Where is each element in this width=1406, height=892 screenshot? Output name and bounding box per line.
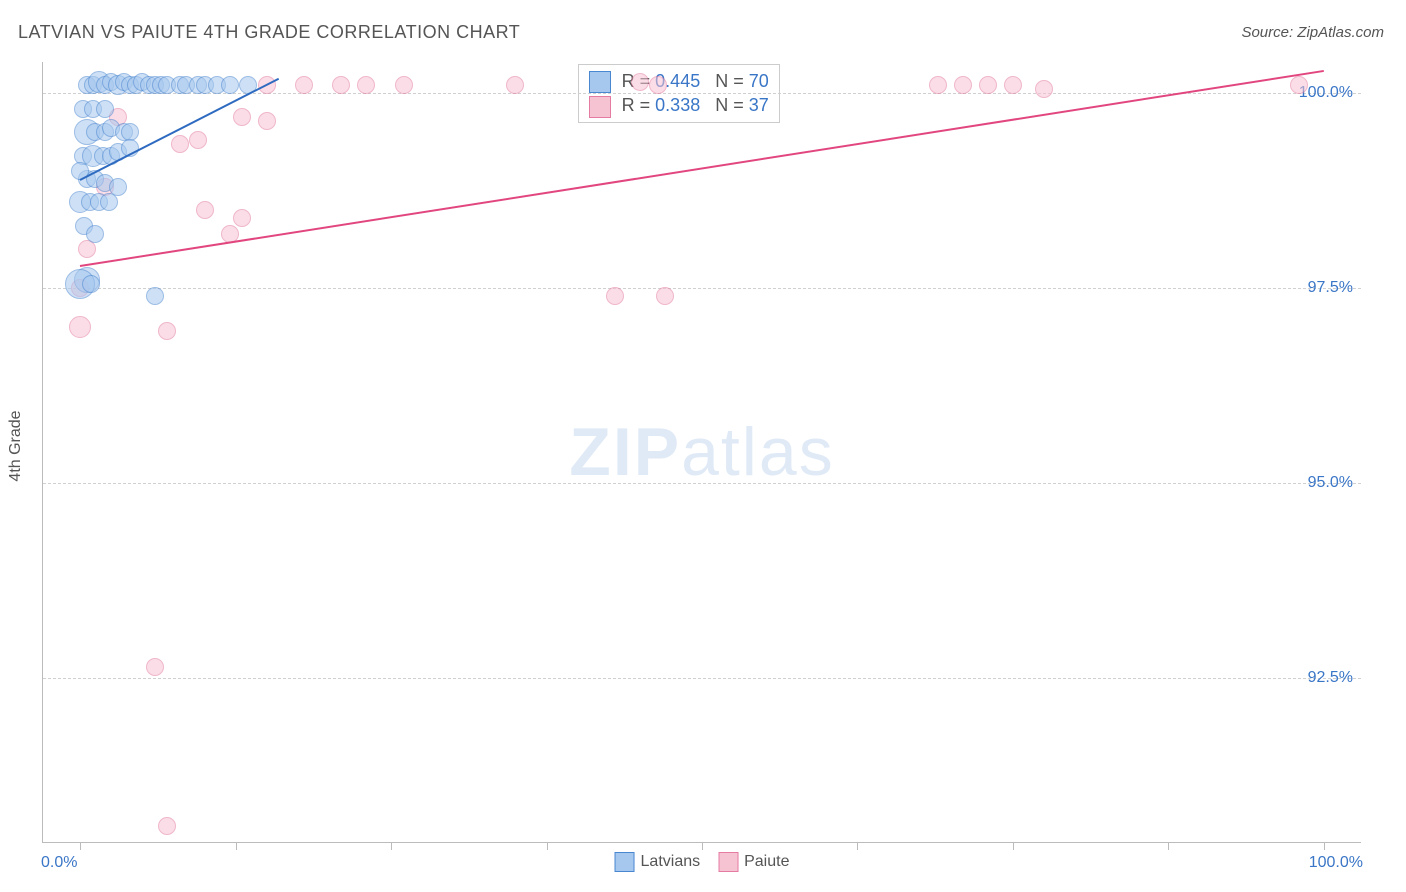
x-tick bbox=[80, 842, 81, 850]
legend-swatch-paiute bbox=[718, 852, 738, 872]
data-point-paiute bbox=[146, 658, 164, 676]
gridline-h bbox=[43, 678, 1361, 679]
data-point-paiute bbox=[631, 73, 649, 91]
x-axis-min-label: 0.0% bbox=[41, 854, 77, 872]
x-tick bbox=[702, 842, 703, 850]
data-point-paiute bbox=[332, 76, 350, 94]
y-tick-label: 97.5% bbox=[1308, 279, 1353, 297]
data-point-paiute bbox=[1004, 76, 1022, 94]
legend: Latvians Paiute bbox=[615, 852, 790, 872]
data-point-paiute bbox=[171, 135, 189, 153]
watermark: ZIPatlas bbox=[569, 413, 834, 491]
data-point-paiute bbox=[395, 76, 413, 94]
y-axis-label: 4th Grade bbox=[7, 410, 25, 481]
data-point-paiute bbox=[929, 76, 947, 94]
x-tick bbox=[1013, 842, 1014, 850]
data-point-paiute bbox=[1035, 80, 1053, 98]
x-tick bbox=[391, 842, 392, 850]
data-point-paiute bbox=[158, 817, 176, 835]
data-point-paiute bbox=[69, 316, 91, 338]
data-point-paiute bbox=[357, 76, 375, 94]
data-point-paiute bbox=[979, 76, 997, 94]
data-point-paiute bbox=[606, 287, 624, 305]
legend-item-paiute: Paiute bbox=[718, 852, 789, 872]
data-point-paiute bbox=[258, 112, 276, 130]
x-tick bbox=[236, 842, 237, 850]
chart-title: LATVIAN VS PAIUTE 4TH GRADE CORRELATION … bbox=[18, 22, 520, 43]
x-tick bbox=[547, 842, 548, 850]
x-tick bbox=[857, 842, 858, 850]
legend-swatch-latvians bbox=[615, 852, 635, 872]
data-point-latvians bbox=[82, 275, 100, 293]
data-point-paiute bbox=[506, 76, 524, 94]
data-point-latvians bbox=[86, 225, 104, 243]
data-point-latvians bbox=[109, 178, 127, 196]
source-label: Source: ZipAtlas.com bbox=[1241, 24, 1384, 41]
data-point-paiute bbox=[78, 240, 96, 258]
data-point-paiute bbox=[649, 76, 667, 94]
gridline-h bbox=[43, 483, 1361, 484]
legend-item-latvians: Latvians bbox=[615, 852, 701, 872]
data-point-latvians bbox=[221, 76, 239, 94]
data-point-paiute bbox=[158, 322, 176, 340]
data-point-paiute bbox=[656, 287, 674, 305]
x-axis-max-label: 100.0% bbox=[1309, 854, 1363, 872]
data-point-paiute bbox=[196, 201, 214, 219]
y-tick-label: 95.0% bbox=[1308, 474, 1353, 492]
data-point-latvians bbox=[100, 193, 118, 211]
data-point-paiute bbox=[954, 76, 972, 94]
data-point-latvians bbox=[96, 100, 114, 118]
data-point-latvians bbox=[146, 287, 164, 305]
x-tick bbox=[1168, 842, 1169, 850]
y-tick-label: 92.5% bbox=[1308, 669, 1353, 687]
x-tick bbox=[1324, 842, 1325, 850]
gridline-h bbox=[43, 288, 1361, 289]
scatter-plot-area: ZIPatlas R = 0.445 N = 70 R = 0.338 N = … bbox=[42, 62, 1361, 843]
data-point-paiute bbox=[1290, 76, 1308, 94]
data-point-paiute bbox=[233, 209, 251, 227]
data-point-paiute bbox=[189, 131, 207, 149]
data-point-paiute bbox=[295, 76, 313, 94]
data-point-paiute bbox=[233, 108, 251, 126]
